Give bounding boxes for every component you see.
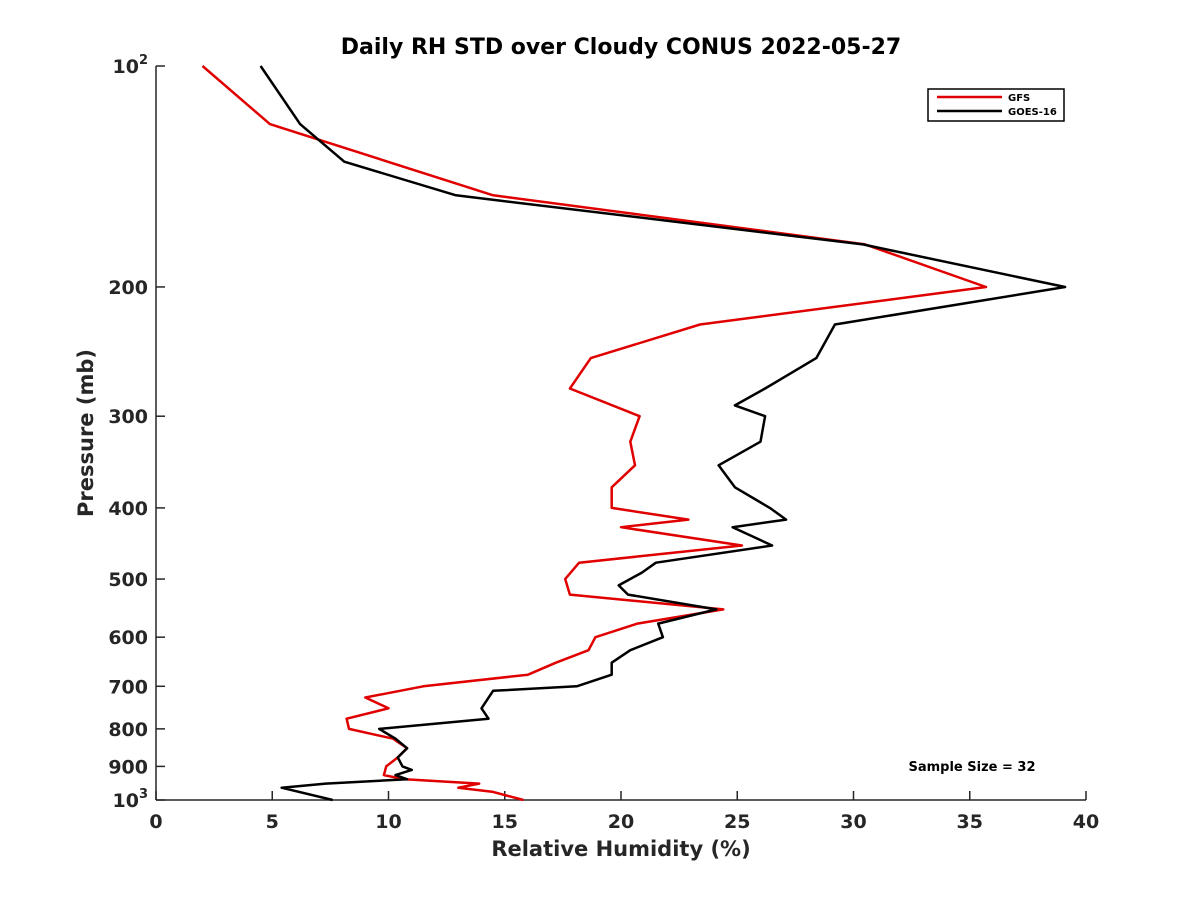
y-tick-label: 800 [108, 719, 148, 741]
y-tick-label: 200 [108, 277, 148, 299]
x-axis-label: Relative Humidity (%) [491, 837, 750, 861]
sample-size-annotation: Sample Size = 32 [908, 760, 1035, 775]
x-tick-label: 15 [492, 811, 518, 833]
x-tick-label: 20 [608, 811, 634, 833]
series-line-gfs [201, 65, 988, 802]
y-tick-label: 300 [108, 406, 148, 428]
chart-title: Daily RH STD over Cloudy CONUS 2022-05-2… [341, 35, 901, 60]
y-tick-label: 500 [108, 569, 148, 591]
legend-label-gfs: GFS [1008, 93, 1030, 104]
x-tick-label: 0 [149, 811, 162, 833]
x-tick-label: 30 [840, 811, 866, 833]
y-axis-label: Pressure (mb) [74, 349, 98, 517]
x-tick-label: 25 [724, 811, 750, 833]
legend-label-goes16: GOES-16 [1008, 107, 1057, 118]
y-tick-label: 900 [108, 756, 148, 778]
y-tick-label: 103 [113, 787, 149, 812]
series-line-goes16 [259, 65, 1067, 802]
legend-box [927, 88, 1065, 122]
plot-area: 0 5 10 15 20 25 30 35 40 102 200 300 400 500 600 700 800… [108, 53, 1099, 833]
y-tick-label: 400 [108, 498, 148, 520]
legend: GFS GOES-16 [927, 88, 1065, 122]
y-tick-label: 700 [108, 676, 148, 698]
y-tick-label: 600 [108, 627, 148, 649]
x-tick-label: 40 [1073, 811, 1099, 833]
x-tick-label: 35 [957, 811, 983, 833]
x-tick-label: 10 [375, 811, 401, 833]
x-tick-label: 5 [266, 811, 279, 833]
y-tick-label: 102 [113, 53, 149, 78]
